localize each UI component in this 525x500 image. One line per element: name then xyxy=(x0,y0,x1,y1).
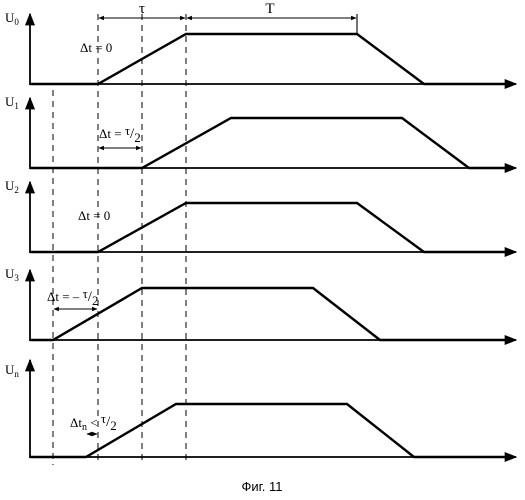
panel-u1: U1 Δt = τ/2 xyxy=(5,94,518,174)
u0-shift-label: Δt = 0 xyxy=(80,40,112,55)
guide-lines xyxy=(52,14,187,465)
u2-signal xyxy=(30,201,505,254)
un-signal xyxy=(30,402,505,459)
u1-signal xyxy=(30,116,505,170)
u0-axis-label: U0 xyxy=(5,10,19,27)
u3-shift-label: Δt = – τ/2 xyxy=(47,286,98,308)
panel-u2: U2 Δt = 0 xyxy=(5,178,518,258)
un-axis-label: Un xyxy=(5,362,19,379)
u3-axis-label: U3 xyxy=(5,266,19,283)
u1-axis-label: U1 xyxy=(5,94,19,111)
period-label: T xyxy=(265,1,274,17)
un-shift-label: Δtn < τ/2 xyxy=(70,411,117,433)
u2-axis-label: U2 xyxy=(5,178,19,195)
u3-signal xyxy=(30,286,505,342)
tau-label: τ xyxy=(139,1,145,17)
u1-shift-label: Δt = τ/2 xyxy=(99,123,141,145)
panel-u3: U3 Δt = – τ/2 xyxy=(5,266,518,346)
panel-un: Un Δtn < τ/2 xyxy=(5,358,518,463)
u2-shift-label: Δt = 0 xyxy=(78,208,110,223)
figure-caption: Фиг. 11 xyxy=(241,479,282,494)
top-dimensions: τ T xyxy=(98,1,358,34)
panel-u0: U0 Δt = 0 xyxy=(5,10,518,90)
u0-signal xyxy=(30,32,505,86)
